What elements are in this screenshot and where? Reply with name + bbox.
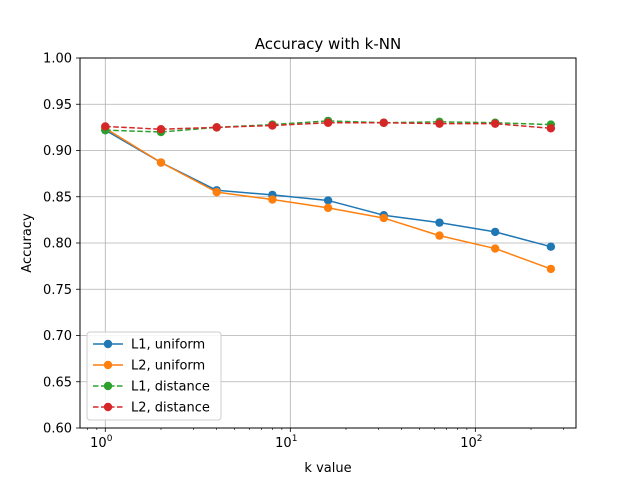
chart-title: Accuracy with k-NN	[255, 35, 401, 53]
series-line	[105, 122, 551, 130]
data-point	[546, 242, 556, 251]
data-point	[379, 213, 388, 223]
axis-ticks: 100 101 102 0.60 0.65 0.70 0.75 0.80 0.85 0.90 0.9…	[43, 52, 564, 451]
legend-item: L1, uniform	[93, 338, 205, 353]
data-point	[379, 118, 388, 127]
data-point	[490, 119, 500, 128]
legend-item: L2, uniform	[93, 359, 205, 374]
x-axis-title: k value	[304, 461, 351, 476]
y-tick-label: 0.75	[43, 283, 72, 298]
legend-label: L2, uniform	[131, 359, 205, 374]
data-point	[435, 218, 444, 227]
data-point	[212, 123, 221, 132]
series-l2-distance	[101, 118, 556, 134]
data-point	[435, 231, 444, 240]
legend-marker	[103, 360, 113, 370]
y-tick-label: 0.70	[43, 329, 72, 344]
data-point	[212, 187, 221, 197]
data-point	[490, 227, 500, 237]
y-tick-label: 0.95	[43, 98, 72, 113]
legend: L1, uniform L2, uniform L1, distance L2, di…	[86, 331, 222, 421]
legend-label: L1, distance	[131, 380, 210, 395]
y-tick-label: 1.00	[43, 52, 72, 67]
y-tick-label: 0.65	[43, 375, 72, 390]
y-axis-title: Accuracy	[20, 213, 35, 273]
data-point	[156, 158, 166, 167]
series-l1-uniform	[101, 125, 556, 251]
legend-label: L2, distance	[131, 401, 210, 416]
data-point	[268, 195, 277, 204]
y-tick-label: 0.80	[43, 237, 72, 252]
series-line	[104, 129, 552, 248]
x-tick-label: 102	[460, 434, 482, 451]
x-tick-label: 100	[90, 434, 113, 451]
data-point	[490, 244, 500, 253]
data-point	[323, 203, 333, 213]
y-tick-label: 0.60	[43, 422, 72, 437]
data-point	[323, 118, 333, 127]
y-tick-label: 0.90	[43, 144, 72, 159]
legend-item: L1, distance	[93, 380, 210, 395]
data-point	[435, 119, 444, 128]
series-layer	[101, 116, 556, 274]
data-point	[546, 264, 556, 274]
legend-marker	[103, 402, 113, 412]
x-tick-label: 101	[275, 434, 297, 451]
data-point	[156, 125, 166, 134]
legend-marker	[103, 339, 113, 349]
data-point	[546, 124, 556, 133]
y-tick-label: 0.85	[43, 190, 72, 205]
legend-box	[86, 331, 222, 421]
series-line	[105, 120, 551, 133]
legend-label: L1, uniform	[131, 338, 205, 353]
legend-item: L2, distance	[93, 401, 210, 416]
legend-marker	[103, 381, 113, 391]
data-point	[101, 122, 110, 131]
data-point	[268, 121, 277, 130]
data-point	[323, 196, 333, 205]
